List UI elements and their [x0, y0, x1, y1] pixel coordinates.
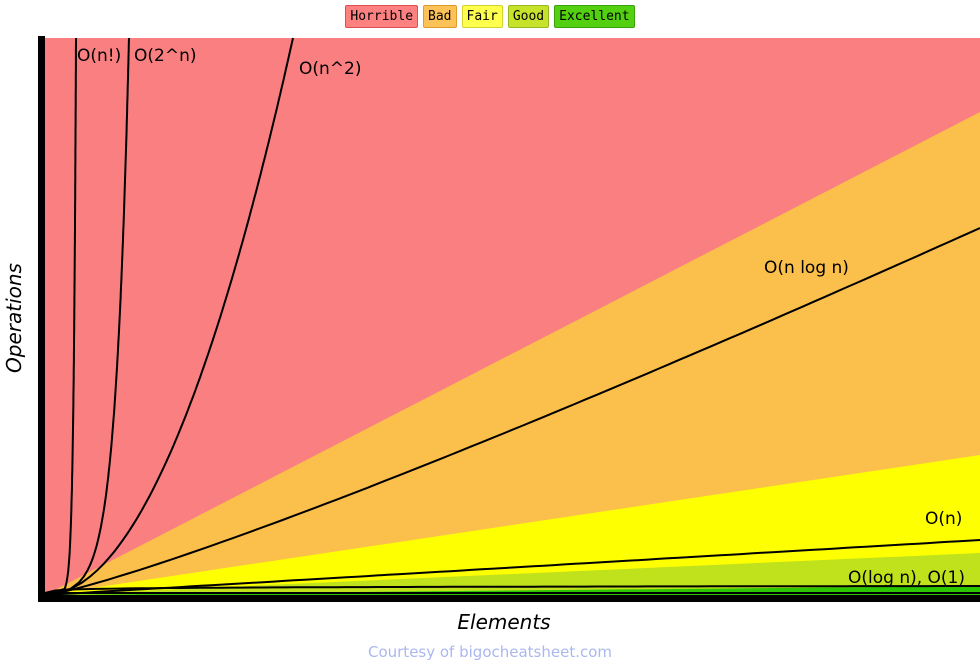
label-exponential: O(2^n)	[134, 46, 197, 66]
curve-factorial	[44, 38, 77, 596]
y-axis	[38, 36, 45, 602]
legend-badge-fair: Fair	[461, 5, 503, 28]
legend-badge-good: Good	[507, 5, 550, 28]
label-quadratic: O(n^2)	[299, 59, 362, 79]
curve-nlogn	[44, 227, 980, 596]
label-factorial: O(n!)	[77, 46, 122, 66]
complexity-chart-canvas	[38, 36, 980, 602]
x-axis-label: Elements	[457, 610, 551, 634]
legend-badge-bad: Bad	[423, 5, 457, 28]
zone-bad	[45, 112, 980, 595]
label-linear: O(n)	[925, 509, 963, 529]
curves	[44, 37, 980, 596]
label-nlogn: O(n log n)	[764, 258, 849, 278]
zone-fair	[45, 455, 980, 595]
label-log-const: O(log n), O(1)	[848, 568, 966, 588]
curve-quadratic	[44, 37, 294, 596]
zones	[45, 38, 980, 595]
zone-good	[45, 553, 980, 595]
curve-linear	[44, 539, 980, 596]
caption: Courtesy of bigocheatsheet.com	[367, 643, 613, 661]
x-axis	[38, 595, 980, 602]
y-axis-label: Operations	[2, 263, 26, 373]
legend: Horrible Bad Fair Good Excellent	[0, 5, 980, 28]
curve-exponential	[44, 37, 130, 596]
legend-badge-excellent: Excellent	[554, 5, 635, 28]
legend-badge-horrible: Horrible	[345, 5, 419, 28]
curve-logarithmic	[44, 585, 980, 594]
